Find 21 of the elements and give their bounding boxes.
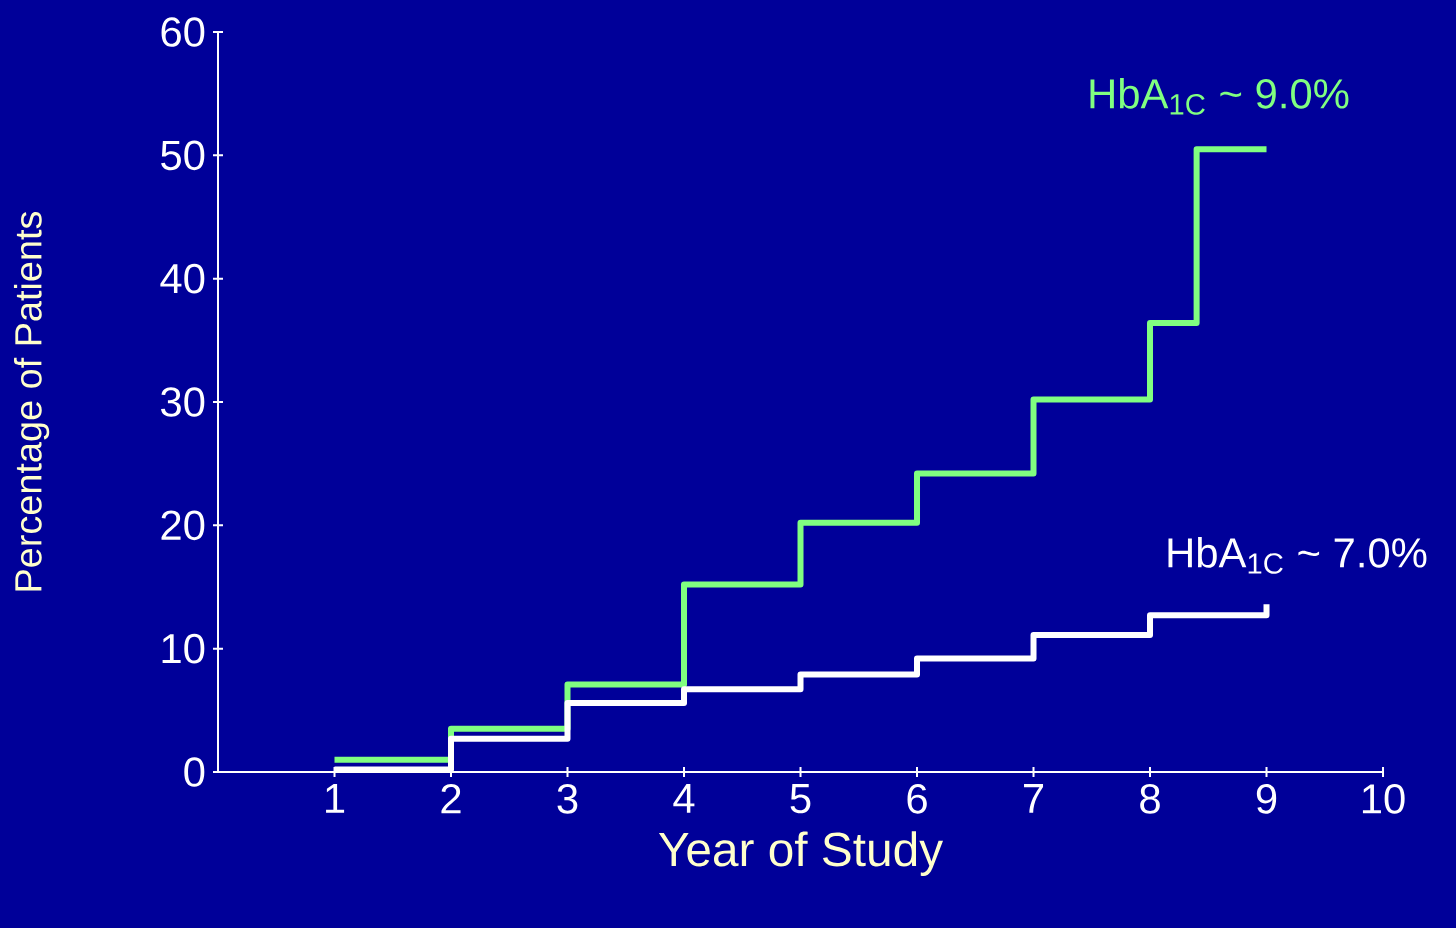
x-axis-title: Year of Study bbox=[658, 831, 944, 876]
y-tick-label: 20 bbox=[161, 510, 205, 541]
x-tick-label: 6 bbox=[907, 784, 927, 814]
x-tick-label: 4 bbox=[673, 784, 695, 813]
x-tick-label: 5 bbox=[790, 784, 811, 814]
y-tick-label: 30 bbox=[161, 387, 205, 417]
x-tick-label: 2 bbox=[441, 784, 461, 814]
y-tick-label: 10 bbox=[162, 633, 205, 664]
y-axis-title: Percentage of Patients bbox=[13, 211, 50, 591]
x-tick-label: 9 bbox=[1256, 784, 1277, 814]
y-tick-label: 60 bbox=[161, 17, 205, 47]
x-tick-label: 10 bbox=[1362, 784, 1405, 814]
y-tick-label: 0 bbox=[184, 757, 205, 787]
x-tick-label: 8 bbox=[1140, 784, 1160, 814]
y-tick-label: 50 bbox=[161, 140, 205, 171]
series-label: HbA$_{1C}$ ~ 9.0% bbox=[1090, 77, 1349, 115]
x-tick-label: 3 bbox=[557, 784, 578, 814]
x-tick-label: 7 bbox=[1024, 784, 1044, 813]
y-tick-label: 40 bbox=[160, 263, 205, 294]
x-tick-label: 1 bbox=[326, 784, 345, 813]
series-label: HbA$_{1C}$ ~ 7.0% bbox=[1168, 537, 1427, 574]
